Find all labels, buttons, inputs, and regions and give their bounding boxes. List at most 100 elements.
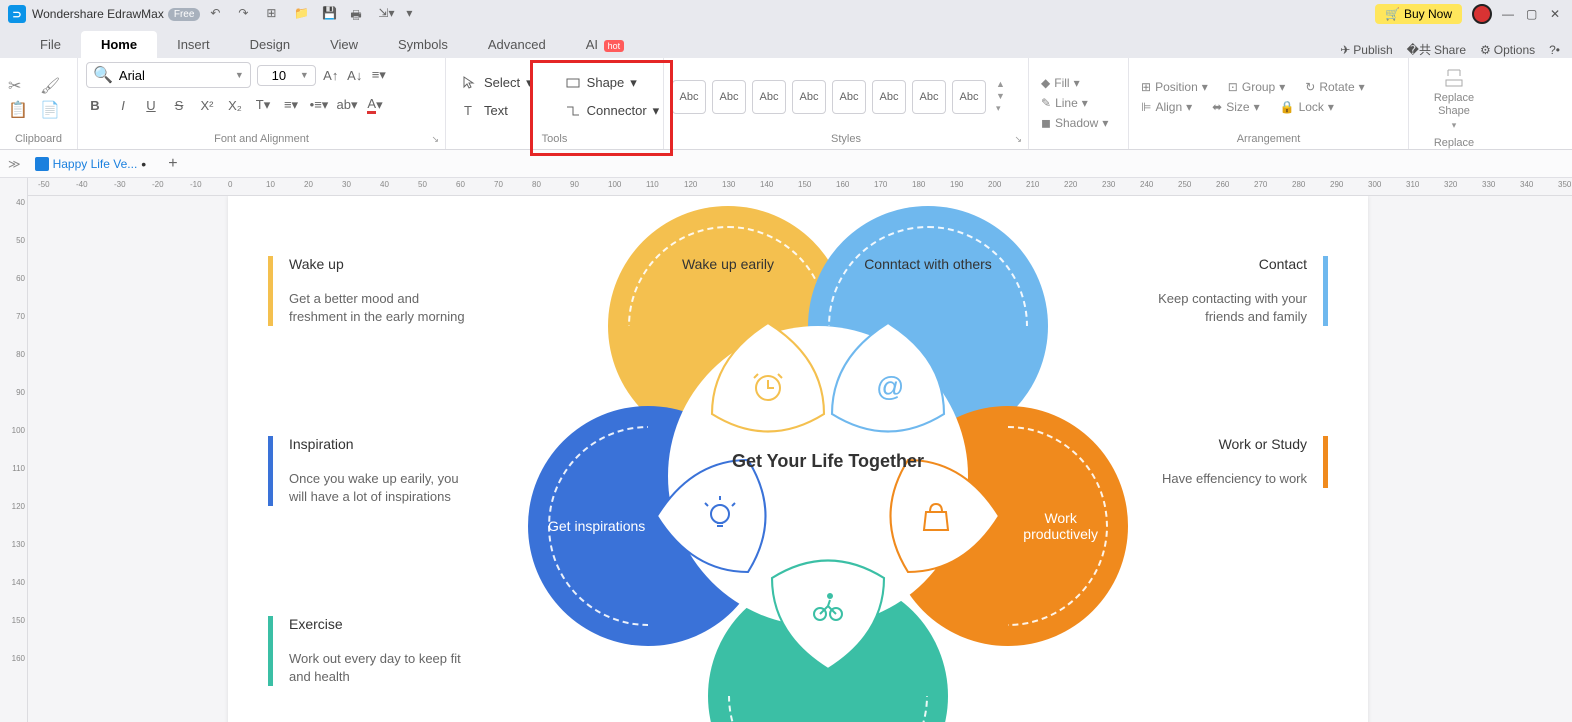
publish-button[interactable]: ✈ Publish [1340, 43, 1392, 57]
italic-icon[interactable]: I [114, 96, 132, 114]
tab-advanced[interactable]: Advanced [468, 31, 566, 58]
chevron-down-icon[interactable]: ▼ [300, 70, 309, 80]
style-swatch[interactable]: Abc [952, 80, 986, 114]
note-contact[interactable]: Contact Keep contacting with your friend… [1128, 256, 1328, 326]
save-icon[interactable]: 💾 [322, 6, 338, 22]
fill-button[interactable]: ◆ Fill▾ [1037, 74, 1112, 92]
style-swatch[interactable]: Abc [792, 80, 826, 114]
select-tool-button[interactable]: Select▾ [454, 71, 541, 95]
style-swatch[interactable]: Abc [712, 80, 746, 114]
ruler-tick: -10 [190, 180, 202, 189]
print-icon[interactable]: 🖶 [350, 6, 366, 22]
maximize-icon[interactable]: ▢ [1526, 7, 1540, 21]
leaf-at[interactable]: @ [818, 316, 958, 456]
note-exercise[interactable]: Exercise Work out every day to keep fit … [268, 616, 468, 686]
format-painter-icon[interactable]: 🖌 [40, 76, 58, 94]
font-launcher-icon[interactable]: ↘ [431, 134, 439, 145]
styles-expand-icon[interactable]: ▾ [996, 103, 1005, 114]
ruler-tick: 20 [304, 180, 313, 189]
paste-icon[interactable]: 📄 [40, 100, 58, 118]
more-icon[interactable]: ▾ [406, 6, 422, 22]
help-icon[interactable]: ?• [1549, 43, 1560, 57]
shadow-button[interactable]: ◼ Shadow▾ [1037, 114, 1112, 132]
minimize-icon[interactable]: — [1502, 7, 1516, 21]
line-spacing-icon[interactable]: ≡▾ [282, 96, 300, 114]
chevron-down-icon[interactable]: ▼ [235, 70, 244, 80]
increase-font-icon[interactable]: A↑ [322, 66, 340, 84]
replace-shape-button[interactable]: Replace Shape ▾ [1417, 62, 1491, 135]
superscript-icon[interactable]: X² [198, 96, 216, 114]
align-button[interactable]: ⊫ Align▾ [1137, 98, 1196, 116]
style-swatch[interactable]: Abc [752, 80, 786, 114]
font-label: Font and Alignment [86, 131, 437, 147]
bullets-icon[interactable]: •≡▾ [310, 96, 328, 114]
tab-insert[interactable]: Insert [157, 31, 230, 58]
style-swatch[interactable]: Abc [672, 80, 706, 114]
group-button[interactable]: ⊡ Group▾ [1224, 78, 1289, 96]
add-tab-button[interactable]: + [160, 155, 185, 173]
canvas[interactable]: Wake up Get a better mood and freshment … [28, 196, 1572, 722]
tabs-scroll-icon[interactable]: ≫ [8, 157, 21, 171]
user-avatar[interactable] [1472, 4, 1492, 24]
style-swatch[interactable]: Abc [832, 80, 866, 114]
tab-view[interactable]: View [310, 31, 378, 58]
tab-home[interactable]: Home [81, 31, 157, 58]
cut-icon[interactable]: ✂ [8, 76, 26, 94]
rotate-button[interactable]: ↻ Rotate▾ [1301, 78, 1368, 96]
font-size-box[interactable]: ▼ [257, 65, 316, 86]
styles-gallery[interactable]: Abc Abc Abc Abc Abc Abc Abc Abc ▲ ▼ ▾ [672, 79, 1005, 114]
buy-button[interactable]: 🛒 Buy Now [1375, 4, 1462, 24]
redo-icon[interactable]: ↷ [238, 6, 254, 22]
styles-label: Styles [672, 131, 1020, 147]
tab-design[interactable]: Design [230, 31, 310, 58]
font-color-icon[interactable]: A▾ [366, 96, 384, 114]
open-icon[interactable]: 📁 [294, 6, 310, 22]
note-wakeup[interactable]: Wake up Get a better mood and freshment … [268, 256, 468, 326]
lock-button[interactable]: 🔒 Lock▾ [1276, 98, 1338, 116]
export-icon[interactable]: ⇲▾ [378, 6, 394, 22]
leaf-clock[interactable] [698, 316, 838, 456]
styles-down-icon[interactable]: ▼ [996, 91, 1005, 101]
strikethrough-icon[interactable]: S [170, 96, 188, 114]
size-button[interactable]: ⬌ Size▾ [1208, 98, 1263, 116]
bold-icon[interactable]: B [86, 96, 104, 114]
highlight-icon[interactable]: ab▾ [338, 96, 356, 114]
font-name-box[interactable]: 🔍 ▼ [86, 62, 251, 88]
decrease-font-icon[interactable]: A↓ [346, 66, 364, 84]
share-button[interactable]: �共 Share [1407, 41, 1466, 58]
styles-up-icon[interactable]: ▲ [996, 79, 1005, 89]
line-button[interactable]: ✎ Line▾ [1037, 94, 1112, 112]
text-tool-button[interactable]: T Text [454, 99, 541, 123]
note-inspiration[interactable]: Inspiration Once you wake up earily, you… [268, 436, 468, 506]
bag-icon [916, 496, 956, 536]
copy-icon[interactable]: 📋 [8, 100, 26, 118]
venn-diagram[interactable]: Wake up earily Conntact with others Get … [548, 206, 1088, 722]
close-icon[interactable]: ✕ [1550, 7, 1564, 21]
new-icon[interactable]: ⊞ [266, 6, 282, 22]
subscript-icon[interactable]: X₂ [226, 96, 244, 114]
page[interactable]: Wake up Get a better mood and freshment … [228, 196, 1368, 722]
font-size-input[interactable] [264, 68, 294, 83]
tab-symbols[interactable]: Symbols [378, 31, 468, 58]
align-dropdown-icon[interactable]: ≡▾ [370, 66, 388, 84]
tab-file[interactable]: File [20, 31, 81, 58]
underline-icon[interactable]: U [142, 96, 160, 114]
ruler-tick: 200 [988, 180, 1001, 189]
position-button[interactable]: ⊞ Position▾ [1137, 78, 1212, 96]
undo-icon[interactable]: ↶ [210, 6, 226, 22]
leaf-bike[interactable] [758, 536, 898, 676]
styles-launcher-icon[interactable]: ↘ [1014, 134, 1022, 145]
connector-tool-button[interactable]: Connector▾ [557, 99, 668, 123]
case-icon[interactable]: T▾ [254, 96, 272, 114]
ruler-tick: 160 [12, 654, 25, 663]
font-name-input[interactable] [119, 68, 229, 83]
style-swatch[interactable]: Abc [872, 80, 906, 114]
note-work[interactable]: Work or Study Have effenciency to work [1128, 436, 1328, 488]
ruler-tick: 150 [12, 616, 25, 625]
tab-ai[interactable]: AI hot [566, 31, 644, 58]
workspace: 405060708090100110120130140150160 -50-40… [0, 178, 1572, 722]
document-tab[interactable]: Happy Life Ve... • [27, 152, 155, 176]
style-swatch[interactable]: Abc [912, 80, 946, 114]
shape-tool-button[interactable]: Shape▾ [557, 71, 668, 95]
options-button[interactable]: ⚙ Options [1480, 43, 1535, 57]
